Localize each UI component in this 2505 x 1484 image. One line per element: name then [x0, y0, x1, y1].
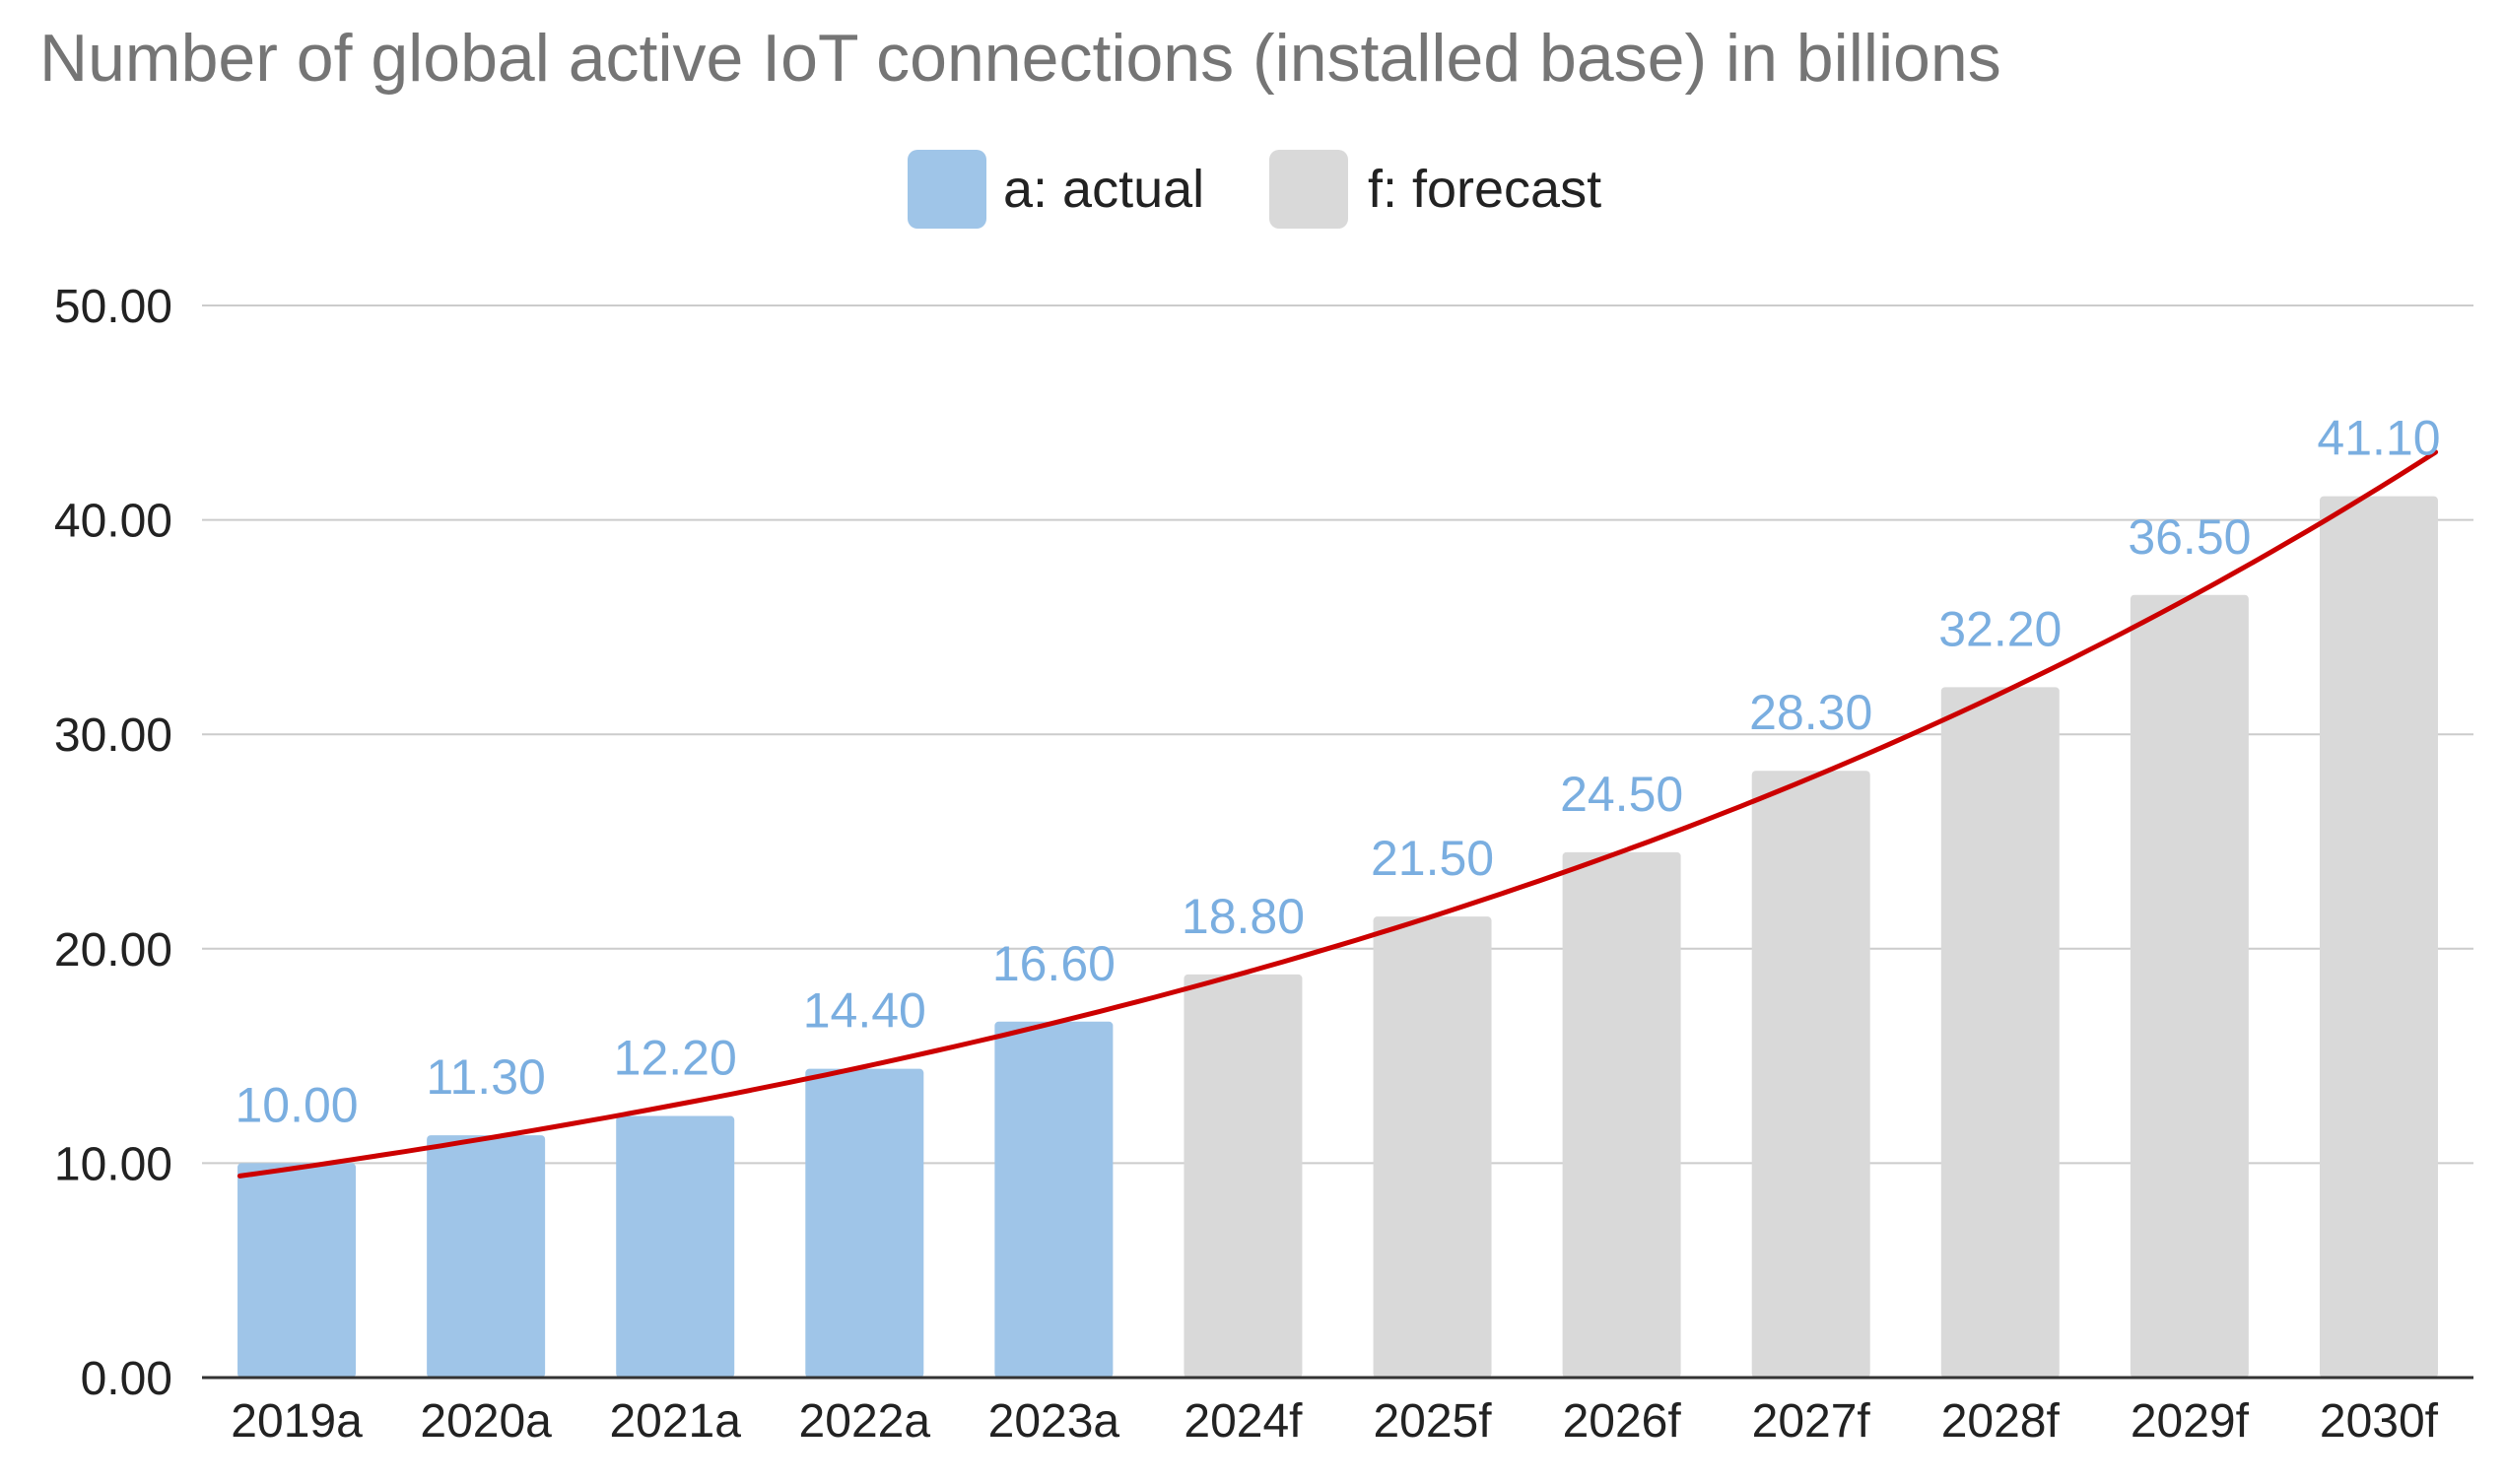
legend-label-forecast: f: forecast — [1368, 160, 1601, 219]
data-label: 10.00 — [235, 1077, 358, 1132]
legend-label-actual: a: actual — [1003, 160, 1204, 219]
y-tick-label: 50.00 — [54, 281, 172, 333]
trendline — [237, 449, 2439, 1179]
legend-swatch-actual — [908, 150, 986, 229]
trendline-layer — [237, 449, 2439, 1179]
data-label: 14.40 — [803, 983, 926, 1039]
bar-2023a — [994, 1021, 1114, 1378]
y-tick-label: 30.00 — [54, 709, 172, 762]
data-label: 12.20 — [614, 1031, 737, 1086]
x-tick-label: 2025f — [1373, 1395, 1492, 1448]
bars — [237, 496, 2438, 1378]
x-tick-label: 2019a — [231, 1395, 363, 1448]
bar-2030f — [2319, 496, 2438, 1378]
y-tick-label: 20.00 — [54, 924, 172, 977]
bar-2020a — [427, 1135, 546, 1378]
data-label: 21.50 — [1371, 831, 1494, 886]
data-label: 32.20 — [1938, 601, 2062, 656]
x-tick-label: 2024f — [1184, 1395, 1303, 1448]
data-label: 28.30 — [1749, 685, 1872, 740]
x-tick-label: 2021a — [609, 1395, 741, 1448]
data-label: 11.30 — [426, 1049, 545, 1105]
x-tick-label: 2023a — [988, 1395, 1120, 1448]
x-axis-ticks: 2019a 2020a 2021a 2022a 2023a 2024f 2025f 2026f… — [231, 1395, 2438, 1448]
bar-2024f — [1184, 974, 1303, 1378]
data-label: 41.10 — [2317, 411, 2440, 466]
bar-2026f — [1562, 851, 1681, 1378]
x-tick-label: 2020a — [420, 1395, 552, 1448]
gridlines — [202, 304, 2473, 1165]
x-tick-label: 2026f — [1563, 1395, 1682, 1448]
bar-2025f — [1373, 916, 1492, 1378]
bar-2027f — [1751, 771, 1870, 1378]
y-axis-ticks: 0.00 10.00 20.00 30.00 40.00 50.00 — [54, 281, 172, 1405]
data-labels: 10.00 11.30 12.20 14.40 16.60 18.80 21.50 24.50… — [235, 411, 2440, 1133]
y-tick-label: 10.00 — [54, 1138, 172, 1190]
x-tick-label: 2027f — [1752, 1395, 1871, 1448]
legend: a: actual f: forecast — [908, 150, 1601, 229]
x-tick-label: 2029f — [2131, 1395, 2250, 1448]
x-tick-label: 2030f — [2320, 1395, 2439, 1448]
bar-2019a — [237, 1163, 357, 1378]
x-tick-label: 2028f — [1941, 1395, 2061, 1448]
y-tick-label: 40.00 — [54, 496, 172, 548]
bar-2028f — [1940, 687, 2060, 1378]
y-tick-label: 0.00 — [81, 1353, 172, 1405]
x-tick-label: 2022a — [799, 1395, 931, 1448]
bar-2022a — [805, 1068, 924, 1378]
data-label: 16.60 — [992, 936, 1116, 991]
data-label: 36.50 — [2128, 509, 2251, 565]
bar-2029f — [2130, 594, 2249, 1378]
chart-title: Number of global active IoT connections … — [39, 21, 2001, 96]
data-label: 24.50 — [1560, 767, 1683, 822]
legend-swatch-forecast — [1269, 150, 1348, 229]
bar-2021a — [616, 1115, 735, 1378]
data-label: 18.80 — [1182, 889, 1305, 944]
